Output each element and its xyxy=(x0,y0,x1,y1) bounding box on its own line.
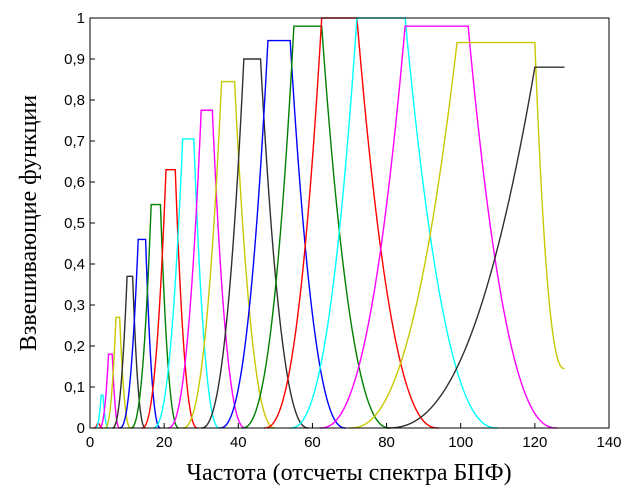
x-tick-label: 40 xyxy=(230,434,247,451)
x-tick-label: 60 xyxy=(304,434,321,451)
x-tick-label: 80 xyxy=(378,434,395,451)
x-axis-label: Частота (отсчеты спектра БПФ) xyxy=(186,460,511,486)
series-line xyxy=(112,275,146,429)
y-tick-label: 0,9 xyxy=(64,51,85,68)
series-line xyxy=(104,316,131,429)
series-line xyxy=(386,66,565,429)
y-tick-label: 0,8 xyxy=(64,92,85,109)
series-line xyxy=(201,58,309,429)
y-tick-label: 0,4 xyxy=(64,256,85,273)
y-tick-label: 0,7 xyxy=(64,133,85,150)
series-line xyxy=(319,25,558,429)
series-line xyxy=(219,39,346,429)
y-tick-label: 0,3 xyxy=(64,297,85,314)
y-tick-label: 0 xyxy=(77,420,85,437)
y-tick-label: 1 xyxy=(77,10,85,27)
x-tick-label: 0 xyxy=(86,434,94,451)
series-line xyxy=(152,138,220,429)
series-line xyxy=(182,80,276,429)
x-tick-label: 20 xyxy=(156,434,173,451)
series-line xyxy=(119,238,161,429)
x-axis: 0 20 40 60 80 100 120 140 xyxy=(86,423,622,451)
x-tick-label: 100 xyxy=(448,434,473,451)
series-line xyxy=(241,25,391,429)
y-axis: 0 0,1 0,2 0,3 0,4 0,5 0,6 0,7 0,8 0,9 1 xyxy=(64,10,95,437)
y-tick-label: 0,6 xyxy=(64,174,85,191)
y-tick-label: 0,2 xyxy=(64,338,85,355)
series-line xyxy=(141,168,198,429)
x-tick-label: 120 xyxy=(522,434,547,451)
y-tick-label: 0,5 xyxy=(64,215,85,232)
x-tick-label: 140 xyxy=(596,434,621,451)
y-tick-label: 0,1 xyxy=(64,379,85,396)
series-line xyxy=(130,203,180,429)
series-line xyxy=(99,353,120,429)
series-line xyxy=(349,41,565,429)
y-axis-label: Взвешивающие функции xyxy=(16,95,42,351)
